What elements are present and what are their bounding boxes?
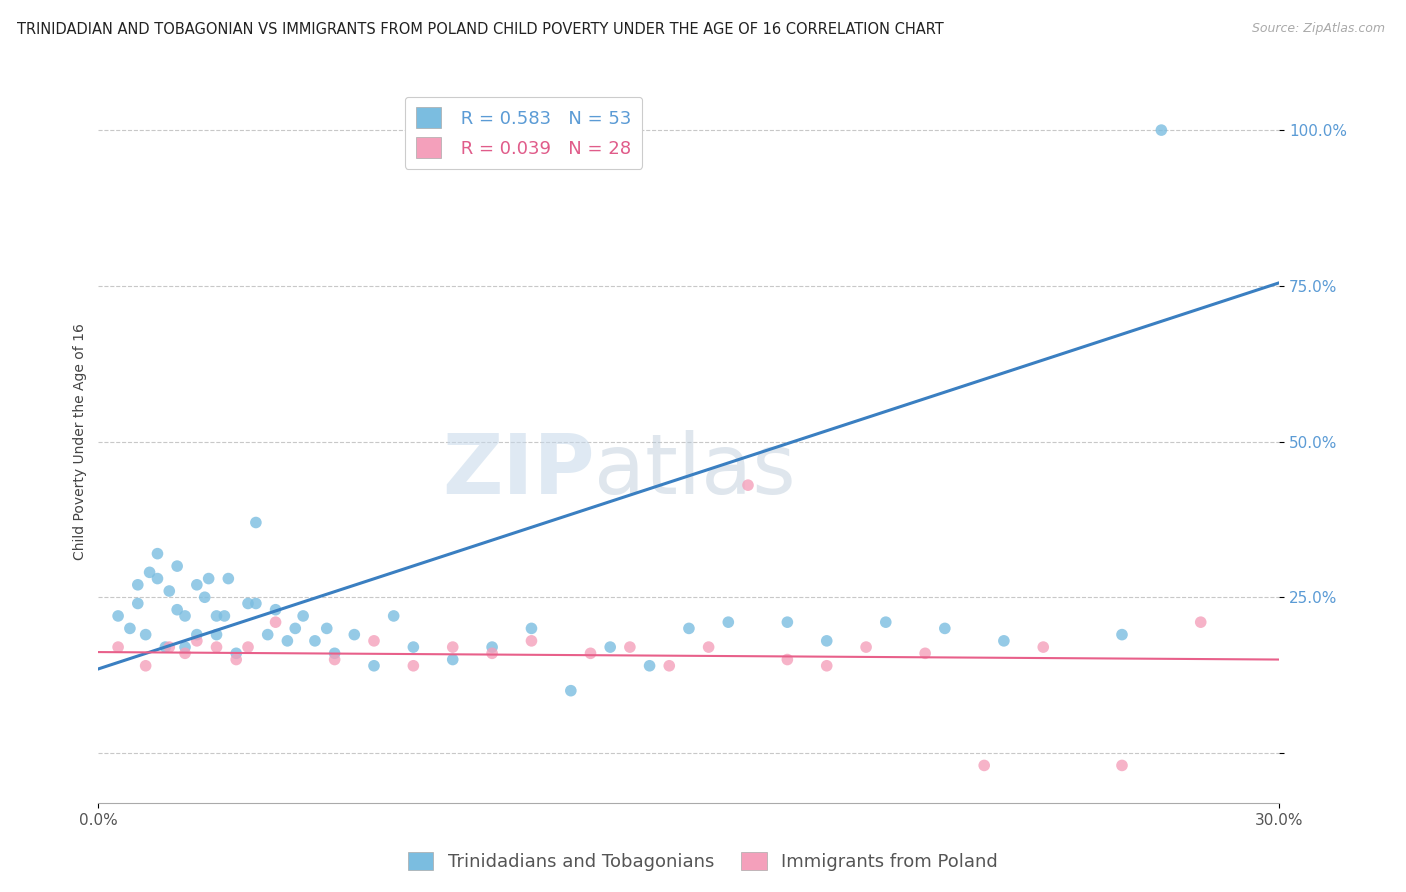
- Point: [579, 646, 602, 660]
- Point: [118, 621, 141, 635]
- Point: [197, 572, 219, 586]
- Point: [135, 627, 157, 641]
- Point: [214, 609, 236, 624]
- Point: [658, 658, 681, 673]
- Point: [146, 547, 169, 561]
- Point: [363, 633, 385, 648]
- Point: [1032, 640, 1054, 654]
- Point: [315, 621, 337, 635]
- Point: [245, 516, 267, 530]
- Point: [993, 633, 1015, 648]
- Point: [717, 615, 740, 630]
- Point: [256, 627, 278, 641]
- Point: [166, 559, 188, 574]
- Point: [875, 615, 897, 630]
- Point: [225, 646, 247, 660]
- Point: [481, 640, 503, 654]
- Point: [236, 597, 259, 611]
- Point: [1189, 615, 1212, 630]
- Point: [973, 758, 995, 772]
- Point: [1111, 758, 1133, 772]
- Point: [560, 683, 582, 698]
- Point: [157, 640, 180, 654]
- Point: [174, 640, 197, 654]
- Point: [520, 633, 543, 648]
- Point: [1111, 627, 1133, 641]
- Point: [205, 609, 228, 624]
- Point: [284, 621, 307, 635]
- Point: [205, 627, 228, 641]
- Point: [678, 621, 700, 635]
- Point: [245, 597, 267, 611]
- Point: [402, 658, 425, 673]
- Point: [520, 621, 543, 635]
- Point: [737, 478, 759, 492]
- Point: [217, 572, 239, 586]
- Point: [138, 566, 160, 580]
- Text: TRINIDADIAN AND TOBAGONIAN VS IMMIGRANTS FROM POLAND CHILD POVERTY UNDER THE AGE: TRINIDADIAN AND TOBAGONIAN VS IMMIGRANTS…: [17, 22, 943, 37]
- Point: [155, 640, 177, 654]
- Point: [107, 640, 129, 654]
- Point: [934, 621, 956, 635]
- Point: [127, 597, 149, 611]
- Point: [323, 652, 346, 666]
- Point: [174, 646, 197, 660]
- Point: [815, 633, 838, 648]
- Point: [638, 658, 661, 673]
- Point: [225, 652, 247, 666]
- Point: [776, 652, 799, 666]
- Point: [599, 640, 621, 654]
- Text: Source: ZipAtlas.com: Source: ZipAtlas.com: [1251, 22, 1385, 36]
- Point: [304, 633, 326, 648]
- Point: [264, 615, 287, 630]
- Text: atlas: atlas: [595, 430, 796, 511]
- Point: [205, 640, 228, 654]
- Point: [382, 609, 405, 624]
- Point: [276, 633, 298, 648]
- Point: [107, 609, 129, 624]
- Point: [186, 633, 208, 648]
- Legend:  R = 0.583   N = 53,  R = 0.039   N = 28: R = 0.583 N = 53, R = 0.039 N = 28: [405, 96, 643, 169]
- Text: ZIP: ZIP: [441, 430, 595, 511]
- Point: [135, 658, 157, 673]
- Point: [127, 578, 149, 592]
- Point: [292, 609, 315, 624]
- Point: [776, 615, 799, 630]
- Point: [402, 640, 425, 654]
- Point: [166, 603, 188, 617]
- Point: [363, 658, 385, 673]
- Point: [441, 640, 464, 654]
- Point: [157, 584, 180, 599]
- Point: [343, 627, 366, 641]
- Point: [815, 658, 838, 673]
- Point: [323, 646, 346, 660]
- Legend: Trinidadians and Tobagonians, Immigrants from Poland: Trinidadians and Tobagonians, Immigrants…: [401, 845, 1005, 879]
- Point: [264, 603, 287, 617]
- Point: [1150, 123, 1173, 137]
- Point: [146, 572, 169, 586]
- Y-axis label: Child Poverty Under the Age of 16: Child Poverty Under the Age of 16: [73, 323, 87, 560]
- Point: [481, 646, 503, 660]
- Point: [697, 640, 720, 654]
- Point: [441, 652, 464, 666]
- Point: [619, 640, 641, 654]
- Point: [186, 578, 208, 592]
- Point: [186, 627, 208, 641]
- Point: [194, 591, 217, 605]
- Point: [236, 640, 259, 654]
- Point: [855, 640, 877, 654]
- Point: [914, 646, 936, 660]
- Point: [174, 609, 197, 624]
